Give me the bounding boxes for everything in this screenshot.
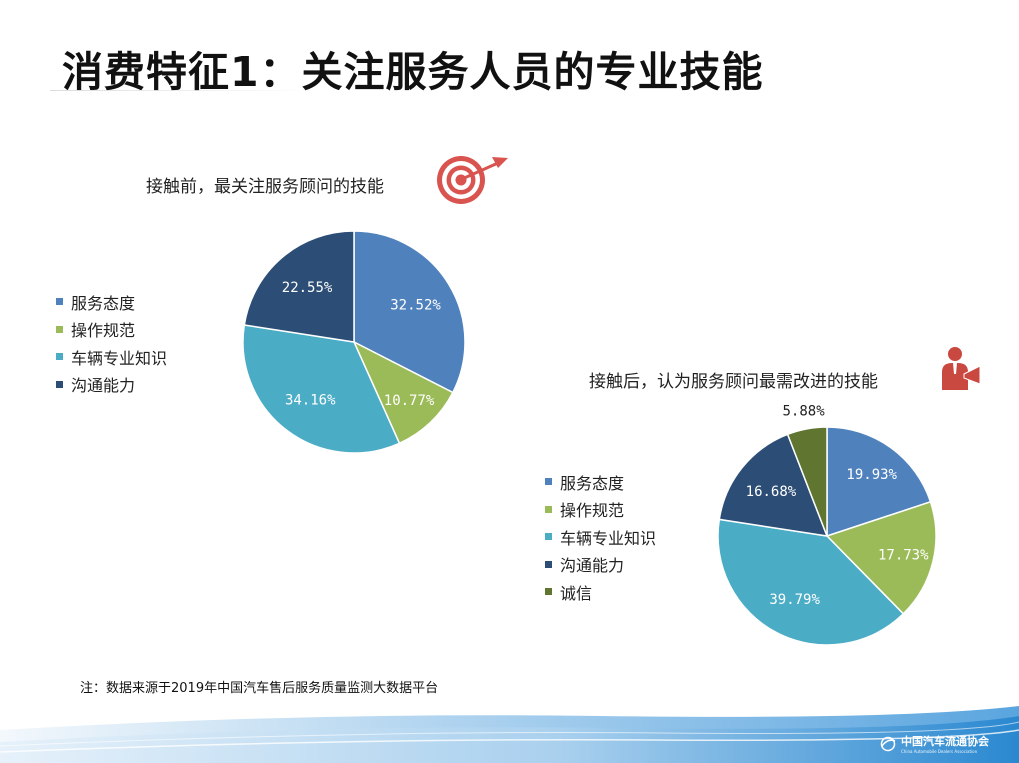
legend-label: 操作规范 <box>560 501 625 521</box>
legend-swatch <box>545 588 552 596</box>
chart2-legend: 服务态度操作规范车辆专业知识 沟通能力诚信 <box>545 468 656 606</box>
legend-label: 车辆专业知识 <box>71 348 168 368</box>
pie-data-label: 32.52% <box>390 297 441 313</box>
pie-slice <box>826 426 932 538</box>
legend-swatch <box>545 560 552 568</box>
legend-label: 诚信 <box>560 583 593 603</box>
association-logo-icon <box>880 736 896 751</box>
legend-swatch <box>56 298 63 306</box>
legend-item: 操作规范 <box>56 316 167 344</box>
legend-label: 服务态度 <box>560 473 625 493</box>
title-underline <box>50 90 320 91</box>
legend-item: 车辆专业知识 <box>56 343 167 371</box>
pie-slice <box>243 230 355 343</box>
legend-item: 沟通能力 <box>56 371 167 399</box>
pie-slice <box>786 426 828 537</box>
page-title: 消费特征1：关注服务人员的专业技能 <box>62 48 764 96</box>
chart1-legend: 服务态度操作规范车辆专业知识 沟通能力 <box>56 288 167 398</box>
pie-data-label: 19.93% <box>846 467 897 483</box>
pie-data-label: 34.16% <box>285 392 336 408</box>
chart1-pie: 32.52% 10.77% 34.16% 22.55% <box>242 230 466 454</box>
legend-swatch <box>545 533 552 541</box>
legend-swatch <box>545 478 552 486</box>
chart1-title: 接触前，最关注服务顾问的技能 <box>146 177 384 197</box>
legend-label: 车辆专业知识 <box>560 528 657 548</box>
legend-label: 服务态度 <box>71 293 136 313</box>
legend-item: 沟通能力 <box>545 551 656 579</box>
pie-slice <box>825 500 937 615</box>
pie-slice <box>718 433 829 537</box>
pie-data-label: 16.68% <box>746 484 797 500</box>
pie-data-label: 10.77% <box>384 393 435 409</box>
legend-item: 操作规范 <box>545 496 656 524</box>
chart2-pie: 19.93% 17.73% 39.79% 16.68% 5.88% <box>717 404 937 646</box>
chart2-title: 接触后，认为服务顾问最需改进的技能 <box>589 372 878 392</box>
logo-subtext: China Automobile Dealers Association <box>901 749 978 754</box>
legend-item: 车辆专业知识 <box>545 523 656 551</box>
legend-swatch <box>56 353 63 361</box>
presenter-icon <box>942 347 981 390</box>
pie-data-label: 39.79% <box>769 592 820 608</box>
pie-data-label: 17.73% <box>878 548 929 564</box>
legend-item: 服务态度 <box>56 288 167 316</box>
legend-label: 沟通能力 <box>71 376 136 396</box>
pie-slice <box>352 340 454 445</box>
legend-swatch <box>545 505 552 513</box>
footer-wave-band <box>0 706 1019 763</box>
legend-swatch <box>56 325 63 333</box>
pie-slice <box>242 324 401 454</box>
target-icon <box>437 156 508 204</box>
pie-data-label: 5.88% <box>782 404 825 420</box>
association-logo: 中国汽车流通协会 China Automobile Dealers Associ… <box>879 733 989 754</box>
legend-item: 服务态度 <box>545 468 656 496</box>
data-source-note: 注：数据来源于2019年中国汽车售后服务质量监测大数据平台 <box>80 681 439 696</box>
pie-slice <box>353 230 466 394</box>
legend-label: 操作规范 <box>71 321 136 341</box>
legend-swatch <box>56 380 63 388</box>
legend-label: 沟通能力 <box>560 556 625 576</box>
legend-item: 诚信 <box>545 578 656 606</box>
pie-slice <box>717 518 905 646</box>
pie-data-label: 22.55% <box>282 280 333 296</box>
logo-text: 中国汽车流通协会 <box>901 735 989 748</box>
